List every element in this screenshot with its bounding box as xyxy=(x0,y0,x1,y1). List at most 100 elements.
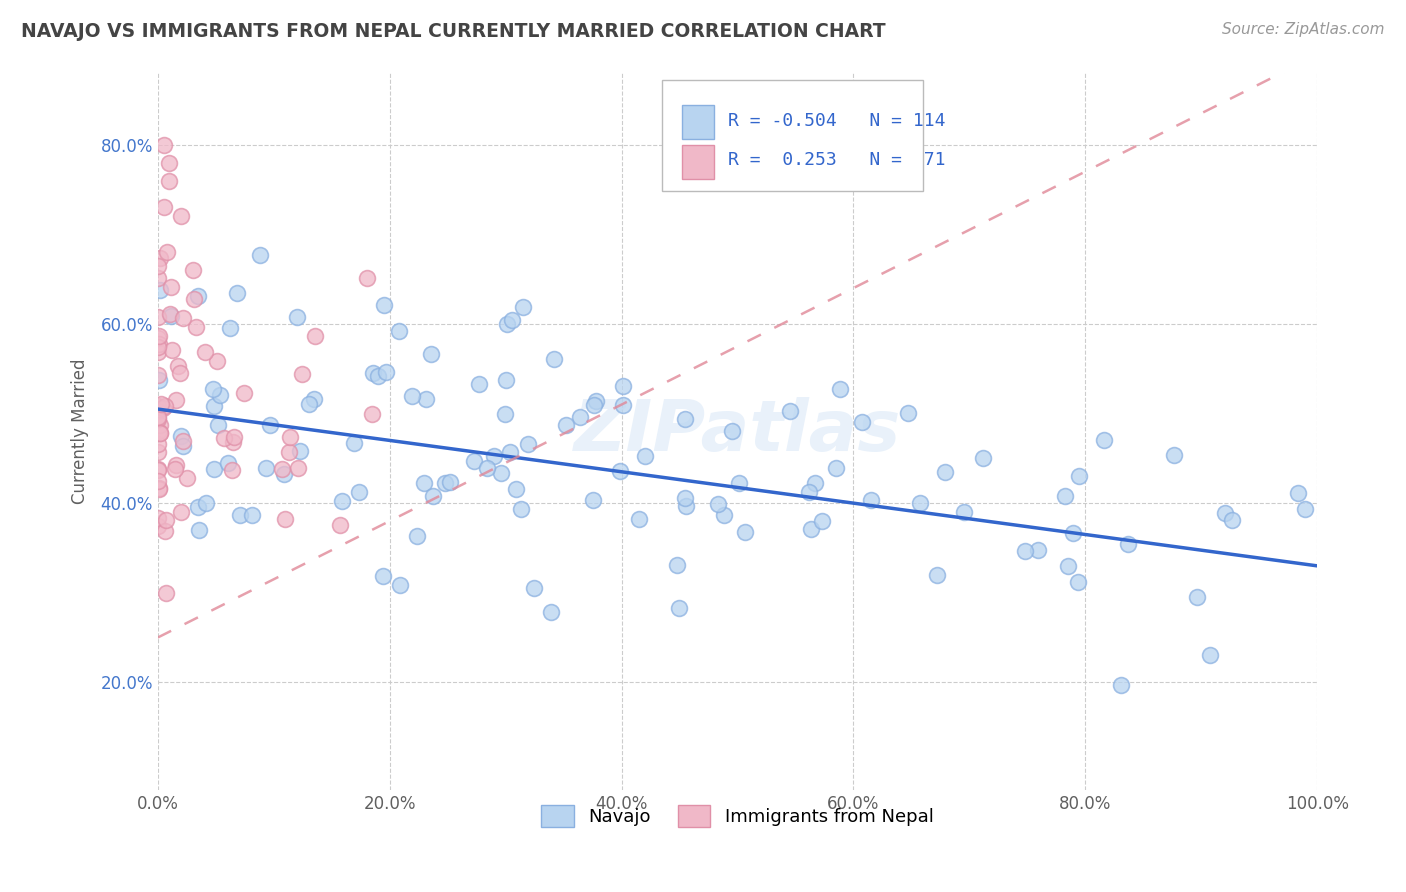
Point xyxy=(148,424,170,438)
Point xyxy=(159,280,181,294)
Point xyxy=(222,434,245,449)
Point xyxy=(278,430,301,444)
Point xyxy=(205,353,228,368)
Point xyxy=(415,392,437,406)
Point xyxy=(240,508,263,522)
Point xyxy=(422,490,444,504)
Point xyxy=(202,399,225,413)
Point xyxy=(148,412,170,426)
Point xyxy=(583,398,606,412)
FancyBboxPatch shape xyxy=(662,80,924,191)
Point xyxy=(157,155,180,169)
Point xyxy=(797,485,820,500)
Point xyxy=(285,310,308,324)
Point xyxy=(668,601,690,615)
Point xyxy=(273,467,295,482)
Point xyxy=(187,289,209,303)
Text: R =  0.253   N =  71: R = 0.253 N = 71 xyxy=(728,152,946,169)
Point xyxy=(146,331,169,345)
Point xyxy=(374,365,396,379)
Point xyxy=(1028,543,1050,558)
Point xyxy=(149,251,172,265)
Point xyxy=(897,406,920,420)
Point xyxy=(713,508,735,522)
Point xyxy=(194,344,217,359)
Point xyxy=(734,525,756,540)
Text: R = -0.504   N = 114: R = -0.504 N = 114 xyxy=(728,112,946,130)
Point xyxy=(1187,591,1209,605)
Point xyxy=(184,320,207,334)
Point xyxy=(249,247,271,261)
Point xyxy=(146,410,169,425)
Point xyxy=(1199,648,1222,662)
Point xyxy=(146,462,169,476)
Point xyxy=(347,484,370,499)
Point xyxy=(149,426,172,441)
Point xyxy=(1053,490,1076,504)
Point xyxy=(162,343,184,357)
Point xyxy=(612,378,634,392)
Point xyxy=(934,465,956,479)
Point xyxy=(543,351,565,366)
Point xyxy=(482,449,505,463)
Point xyxy=(170,505,193,519)
Point xyxy=(627,512,650,526)
Point xyxy=(433,475,456,490)
Point xyxy=(194,496,217,510)
Point xyxy=(146,399,169,413)
Point xyxy=(298,396,321,410)
Point xyxy=(212,431,235,445)
Point xyxy=(491,466,513,480)
Point xyxy=(273,512,295,526)
Point xyxy=(925,568,948,582)
Point xyxy=(329,518,352,533)
Point xyxy=(509,502,531,516)
Point xyxy=(540,605,562,619)
Point xyxy=(413,475,436,490)
Point xyxy=(505,482,527,496)
Point xyxy=(779,404,801,418)
Point xyxy=(1067,469,1090,483)
Point xyxy=(388,578,411,592)
Point xyxy=(439,475,461,489)
Point xyxy=(221,463,243,477)
Point xyxy=(727,476,749,491)
Point xyxy=(859,493,882,508)
Point xyxy=(634,449,657,463)
Point xyxy=(183,292,205,306)
Point xyxy=(804,476,827,491)
Point xyxy=(401,388,423,402)
Point xyxy=(146,437,169,451)
Point xyxy=(1092,433,1115,447)
Point xyxy=(1014,544,1036,558)
Point xyxy=(152,137,174,152)
Point xyxy=(146,445,169,459)
Point xyxy=(188,523,211,537)
Point xyxy=(498,445,520,459)
Point xyxy=(219,321,242,335)
Point xyxy=(356,271,378,285)
Point xyxy=(585,393,607,408)
Point xyxy=(156,245,179,260)
Point xyxy=(187,500,209,515)
Point xyxy=(828,382,851,396)
Point xyxy=(291,367,314,381)
Point xyxy=(673,412,696,426)
Point xyxy=(910,496,932,510)
Point xyxy=(146,519,169,533)
Point xyxy=(494,407,516,421)
Point xyxy=(851,415,873,429)
Point xyxy=(568,409,591,424)
Point xyxy=(1066,575,1088,590)
Point xyxy=(1294,502,1316,516)
Point xyxy=(149,397,172,411)
Point xyxy=(202,462,225,476)
Point xyxy=(153,524,176,538)
Point xyxy=(287,461,309,475)
Point xyxy=(825,461,848,475)
Point xyxy=(222,430,245,444)
Point xyxy=(304,329,326,343)
Text: Source: ZipAtlas.com: Source: ZipAtlas.com xyxy=(1222,22,1385,37)
Point xyxy=(388,324,411,338)
Point xyxy=(169,367,191,381)
